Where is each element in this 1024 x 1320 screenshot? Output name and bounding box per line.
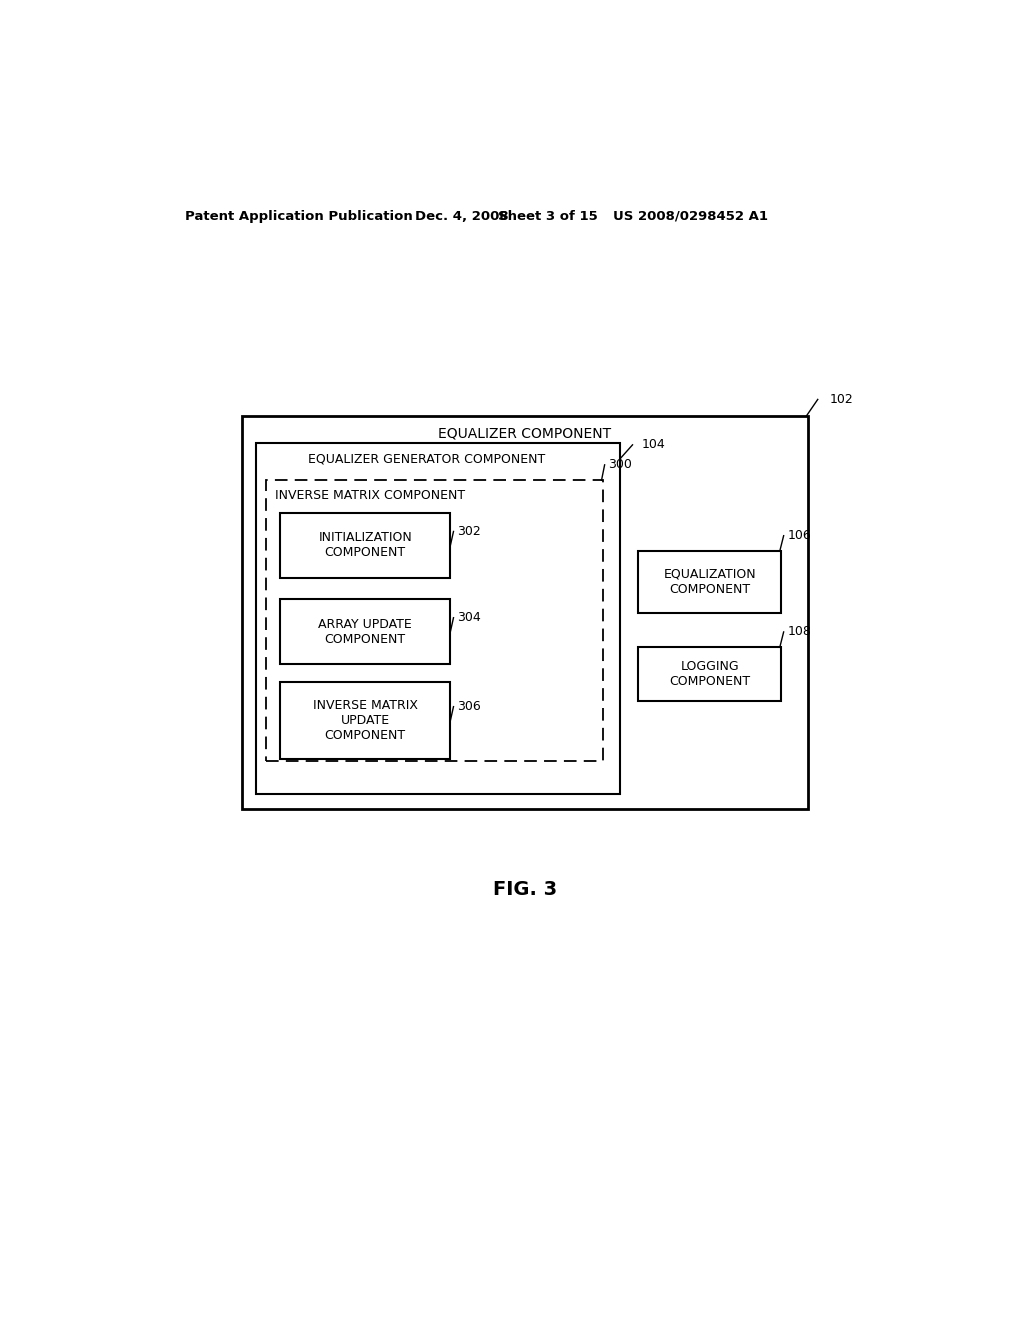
Text: EQUALIZER GENERATOR COMPONENT: EQUALIZER GENERATOR COMPONENT <box>308 453 545 465</box>
Text: INITIALIZATION
COMPONENT: INITIALIZATION COMPONENT <box>318 532 412 560</box>
Text: INVERSE MATRIX COMPONENT: INVERSE MATRIX COMPONENT <box>275 490 465 502</box>
Bar <box>266 480 603 762</box>
Text: 302: 302 <box>457 525 480 539</box>
Text: ARRAY UPDATE
COMPONENT: ARRAY UPDATE COMPONENT <box>318 618 412 645</box>
Text: FIG. 3: FIG. 3 <box>493 880 557 899</box>
Bar <box>638 647 781 701</box>
Text: 304: 304 <box>457 611 480 624</box>
Bar <box>242 416 808 809</box>
Bar <box>280 512 451 578</box>
Bar <box>638 552 781 612</box>
Text: 108: 108 <box>787 626 811 639</box>
Bar <box>280 599 451 664</box>
Text: US 2008/0298452 A1: US 2008/0298452 A1 <box>613 210 768 223</box>
Text: 102: 102 <box>829 393 853 407</box>
Text: LOGGING
COMPONENT: LOGGING COMPONENT <box>669 660 751 688</box>
Text: Dec. 4, 2008: Dec. 4, 2008 <box>415 210 508 223</box>
Text: EQUALIZATION
COMPONENT: EQUALIZATION COMPONENT <box>664 568 756 595</box>
Bar <box>280 682 451 759</box>
Text: 306: 306 <box>457 700 480 713</box>
Text: 300: 300 <box>607 458 632 471</box>
Text: Sheet 3 of 15: Sheet 3 of 15 <box>498 210 597 223</box>
Text: 106: 106 <box>787 529 811 543</box>
Bar <box>256 444 621 793</box>
Text: 104: 104 <box>642 438 666 451</box>
Text: EQUALIZER COMPONENT: EQUALIZER COMPONENT <box>438 426 611 441</box>
Text: INVERSE MATRIX
UPDATE
COMPONENT: INVERSE MATRIX UPDATE COMPONENT <box>312 700 418 742</box>
Text: Patent Application Publication: Patent Application Publication <box>184 210 413 223</box>
